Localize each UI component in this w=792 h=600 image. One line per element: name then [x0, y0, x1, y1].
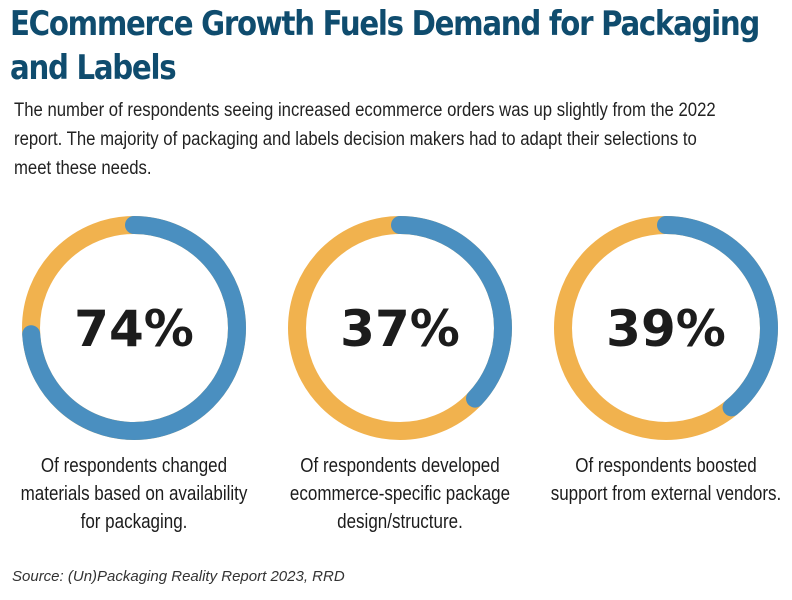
intro-text: The number of respondents seeing increas… — [14, 100, 716, 179]
donut-value-arc — [554, 216, 778, 440]
donut-chart-1: 74% — [22, 216, 246, 440]
source-note: Source: (Un)Packaging Reality Report 202… — [12, 568, 345, 585]
percent-label: 37% — [340, 300, 460, 358]
donut-chart-3: 39% — [554, 216, 778, 440]
donut-charts: 74% 37% 39% — [22, 216, 778, 440]
caption-2: Of respondents developed ecommerce-speci… — [289, 455, 511, 533]
caption-3: Of respondents boosted support from exte… — [550, 455, 782, 505]
page-title: ECommerce Growth Fuels Demand for Packag… — [10, 4, 760, 88]
percent-label: 74% — [74, 300, 194, 358]
donut-chart-2: 37% — [288, 216, 512, 440]
percent-label: 39% — [606, 300, 726, 358]
donut-value-arc — [288, 216, 512, 440]
caption-1: Of respondents changed materials based o… — [20, 455, 248, 533]
donut-value-arc — [22, 216, 246, 440]
